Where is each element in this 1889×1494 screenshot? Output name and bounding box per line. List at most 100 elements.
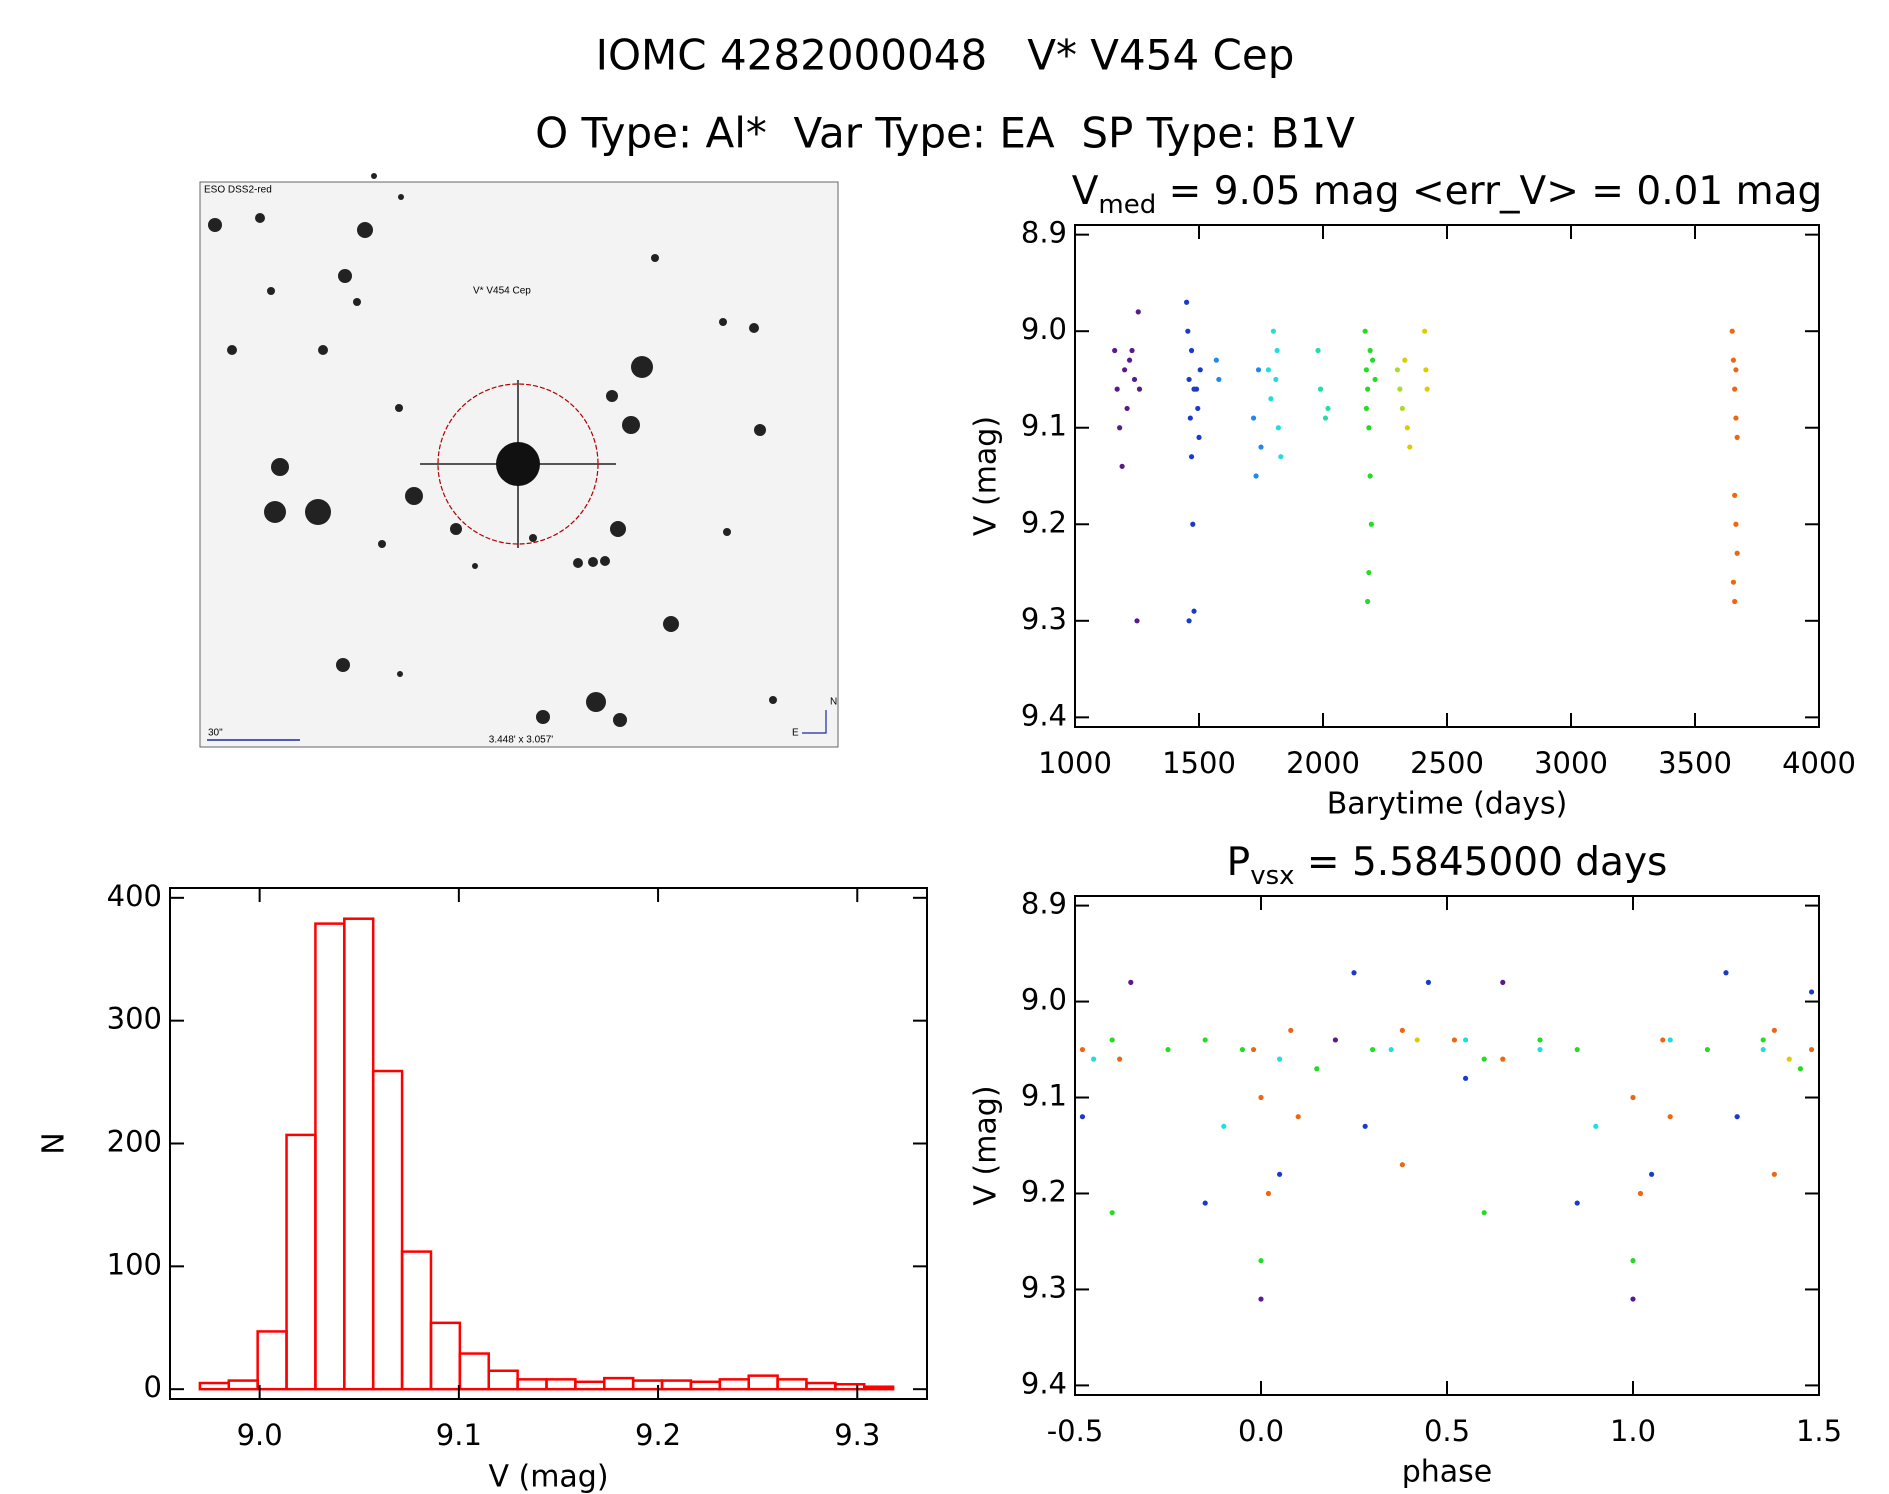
data-point <box>1537 1046 1543 1053</box>
data-point <box>1275 425 1281 431</box>
star <box>536 710 550 724</box>
hist-bar <box>458 1352 490 1391</box>
y-tick-label: 8.9 <box>1021 216 1067 250</box>
star <box>472 563 478 569</box>
x-tick-label: 9.3 <box>834 1418 880 1452</box>
hist-bar <box>400 1250 433 1391</box>
star <box>719 318 727 326</box>
hist-bar <box>834 1383 866 1391</box>
hist-bar <box>516 1378 548 1391</box>
x-tick-label: 1500 <box>1162 746 1236 780</box>
star <box>371 173 377 179</box>
data-point <box>1425 979 1431 985</box>
figure-subtitle: O Type: Al* Var Type: EA SP Type: B1V <box>535 109 1355 158</box>
data-point <box>1091 1056 1097 1062</box>
data-point <box>1407 444 1413 450</box>
hist-bar <box>198 1381 231 1391</box>
x-axis-label: Barytime (days) <box>1327 787 1568 822</box>
data-point <box>1630 1296 1636 1302</box>
data-point <box>1388 1046 1394 1053</box>
y-tick-label: 9.2 <box>1021 505 1067 539</box>
data-point <box>1135 309 1141 315</box>
data-point <box>1423 367 1429 373</box>
data-point <box>1537 1037 1543 1043</box>
data-point <box>1128 979 1134 985</box>
y-tick-label: 200 <box>107 1125 162 1159</box>
data-point <box>1258 1296 1264 1302</box>
data-point <box>1368 521 1374 527</box>
data-point <box>1399 1027 1405 1033</box>
data-point <box>1808 1046 1815 1053</box>
star <box>529 534 537 542</box>
data-point <box>1315 347 1321 354</box>
data-point <box>1188 454 1195 460</box>
data-point <box>1760 1046 1766 1053</box>
hist-bar <box>660 1379 693 1391</box>
data-point <box>1221 1123 1227 1129</box>
data-point <box>1277 1056 1283 1062</box>
hist-bar <box>545 1378 577 1391</box>
data-point <box>1500 979 1506 985</box>
data-point <box>1481 1210 1487 1216</box>
star <box>395 404 403 412</box>
data-point <box>1122 367 1128 373</box>
star <box>754 424 766 436</box>
x-tick-label: 0.5 <box>1424 1414 1470 1448</box>
data-point <box>1190 521 1196 527</box>
data-point <box>1187 415 1193 421</box>
data-point <box>1367 473 1373 479</box>
data-point <box>1265 1190 1272 1197</box>
hist-bar <box>343 917 375 1391</box>
data-point <box>1808 989 1815 995</box>
y-tick-label: 400 <box>107 879 162 913</box>
data-point <box>1363 405 1369 412</box>
hist-bar <box>747 1374 779 1391</box>
data-point <box>1270 328 1276 334</box>
data-point <box>1370 357 1376 363</box>
data-point <box>1314 1066 1320 1072</box>
target-circle <box>437 383 599 545</box>
data-point <box>1268 396 1274 402</box>
hist-bar <box>689 1380 722 1391</box>
plot-title: Vmed = 9.05 mag <err_V> = 0.01 mag <box>1072 169 1823 220</box>
data-point <box>1463 1037 1469 1043</box>
east-label: E <box>792 728 799 739</box>
data-point <box>1370 1046 1376 1053</box>
data-point <box>1630 1094 1636 1101</box>
x-axis-label: phase <box>1402 1455 1493 1490</box>
star <box>353 298 361 306</box>
star <box>255 213 265 223</box>
data-point <box>1079 1046 1086 1053</box>
data-point <box>1322 415 1329 421</box>
data-point <box>1195 405 1201 412</box>
data-point <box>1186 376 1192 383</box>
data-point <box>1265 367 1272 373</box>
target-label: V* V454 Cep <box>473 286 531 297</box>
data-point <box>1258 1094 1264 1101</box>
star <box>606 390 618 402</box>
panel: 9.0 9.1 9.2 9.3 0 100 200 300 400 V (mag) N <box>37 879 928 1494</box>
y-tick-label: 9.0 <box>1021 312 1067 346</box>
star <box>496 442 540 486</box>
star <box>336 658 350 672</box>
data-point <box>1362 328 1368 334</box>
star <box>663 616 679 632</box>
data-point <box>1734 434 1740 440</box>
star <box>264 501 286 523</box>
y-tick-label: 100 <box>107 1247 162 1281</box>
data-point <box>1797 1066 1803 1072</box>
data-point <box>1119 463 1125 469</box>
survey-label: ESO DSS2-red <box>204 185 272 196</box>
title-part: = 9.05 mag <err_V> = 0.01 mag <box>1156 169 1822 214</box>
data-point <box>1109 1037 1115 1043</box>
data-point <box>1191 386 1197 392</box>
panel: 1000 1500 2000 2500 3000 3500 4000 8.9 9.0 9.1 9.2… <box>969 169 1856 822</box>
hist-bar <box>429 1321 462 1391</box>
data-point <box>1253 473 1259 479</box>
plot-frame <box>169 887 928 1400</box>
data-point <box>1734 550 1740 556</box>
data-point <box>1258 444 1264 450</box>
data-point <box>1574 1200 1580 1206</box>
star <box>573 558 583 568</box>
